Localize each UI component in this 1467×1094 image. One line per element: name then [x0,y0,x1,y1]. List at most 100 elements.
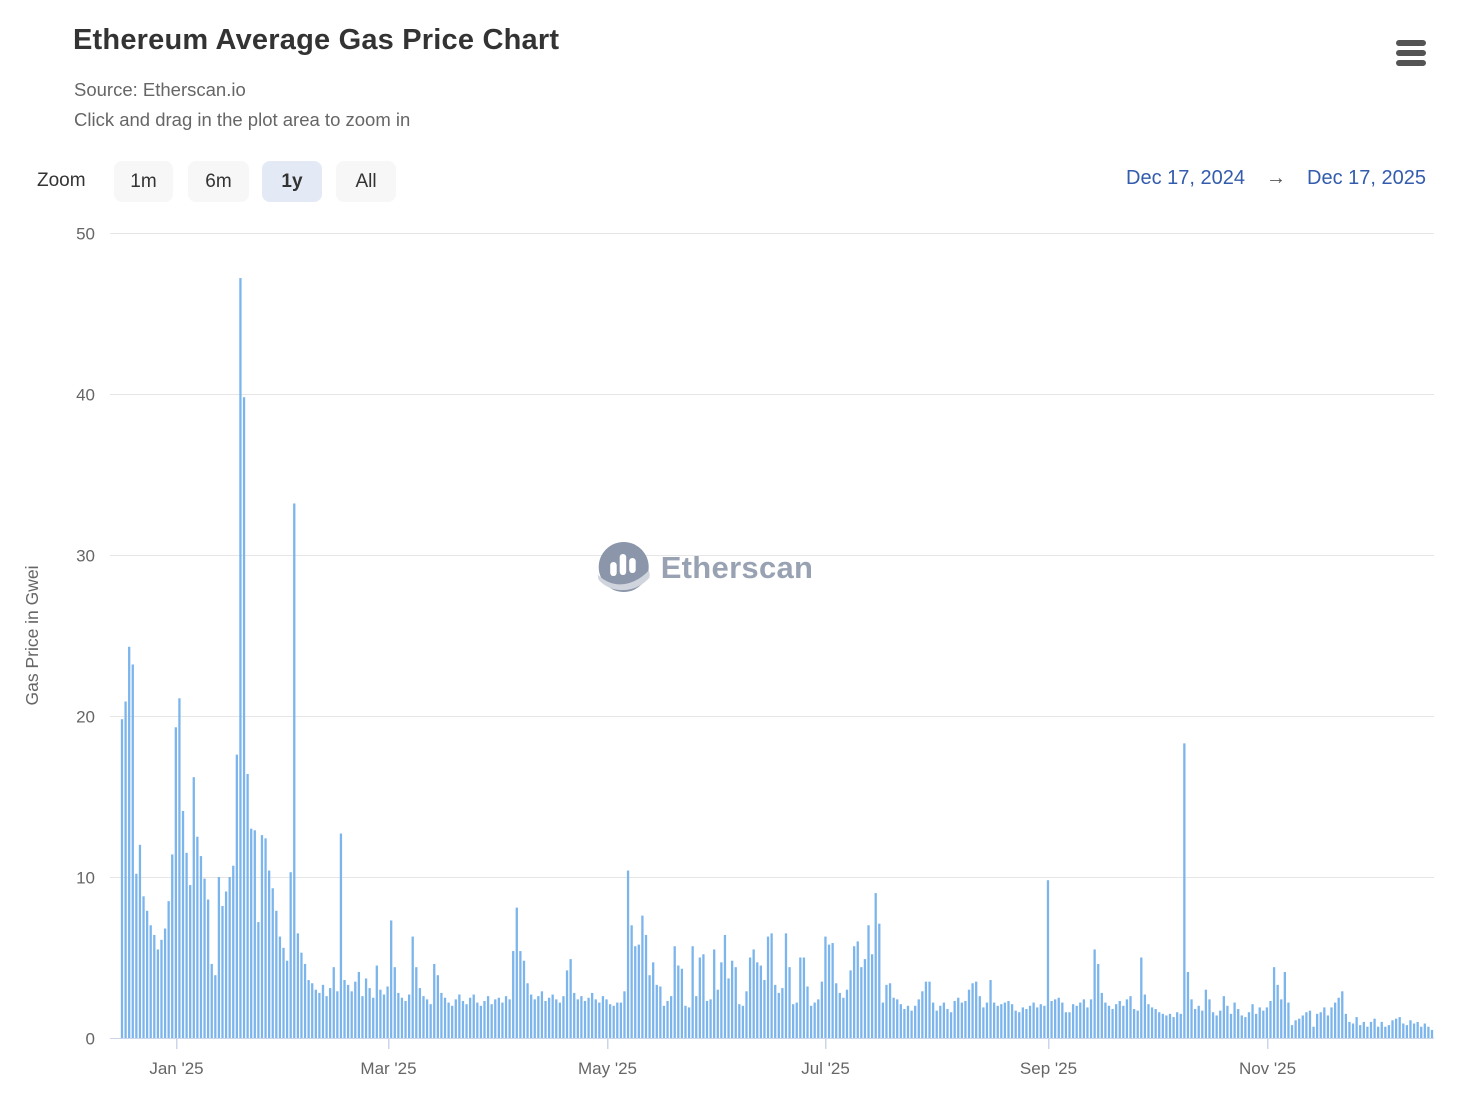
gas-price-bar[interactable] [687,1007,691,1038]
gas-price-bar[interactable] [713,949,716,1038]
gas-price-bar[interactable] [1373,1018,1376,1038]
gas-price-bar[interactable] [461,1000,465,1038]
gas-price-bar[interactable] [142,896,145,1038]
gas-price-bar[interactable] [1333,1002,1337,1038]
gas-price-bar[interactable] [695,996,698,1038]
gas-price-bar[interactable] [1039,1004,1042,1038]
gas-price-bar[interactable] [372,997,375,1038]
gas-price-bar[interactable] [756,962,759,1038]
gas-price-bar[interactable] [1021,1007,1024,1038]
gas-price-bar[interactable] [1064,1012,1068,1038]
gas-price-bar[interactable] [601,996,605,1038]
gas-price-bar[interactable] [906,1005,910,1038]
gas-price-bar[interactable] [504,996,508,1038]
gas-price-bar[interactable] [730,960,734,1038]
gas-price-bar[interactable] [1007,1000,1010,1038]
gas-price-bar[interactable] [996,1005,999,1038]
gas-price-bar[interactable] [1057,997,1060,1038]
gas-price-bar[interactable] [350,991,353,1038]
gas-price-bar[interactable] [253,830,256,1038]
gas-price-bar[interactable] [616,1002,619,1038]
gas-price-bar[interactable] [228,877,231,1038]
gas-price-bar[interactable] [537,996,540,1038]
gas-price-bar[interactable] [1168,1013,1172,1038]
gas-price-bar[interactable] [131,664,134,1038]
gas-price-bar[interactable] [802,957,806,1039]
gas-price-bar[interactable] [669,996,673,1038]
gas-price-bar[interactable] [878,923,881,1038]
gas-price-bar[interactable] [680,968,684,1038]
gas-price-bar[interactable] [368,988,371,1038]
gas-price-bar[interactable] [468,997,472,1038]
gas-price-bar[interactable] [1366,1026,1369,1038]
gas-price-bar[interactable] [709,999,712,1038]
gas-price-bar[interactable] [1100,992,1103,1038]
gas-price-bar[interactable] [1240,1015,1243,1038]
gas-price-bar[interactable] [232,865,235,1038]
gas-price-bar[interactable] [555,999,558,1038]
gas-price-bar[interactable] [1319,1012,1322,1038]
gas-price-bar[interactable] [178,698,181,1038]
gas-price-bar[interactable] [303,963,307,1038]
gas-price-bar[interactable] [745,991,748,1038]
gas-price-bar[interactable] [508,999,511,1038]
gas-price-bar[interactable] [741,1005,745,1038]
gas-price-bar[interactable] [953,1000,956,1038]
gas-price-bar[interactable] [390,920,393,1038]
gas-price-bar[interactable] [784,933,788,1038]
gas-price-bar[interactable] [1111,1009,1114,1038]
gas-price-bar[interactable] [1272,967,1276,1038]
gas-price-bar[interactable] [1115,1004,1118,1038]
gas-price-bar[interactable] [1420,1026,1423,1038]
gas-price-bar[interactable] [1179,1013,1182,1038]
gas-price-bar[interactable] [465,1004,468,1038]
gas-price-bar[interactable] [257,922,260,1038]
gas-price-bar[interactable] [698,957,701,1039]
gas-price-bar[interactable] [634,946,637,1038]
gas-price-bar[interactable] [1000,1004,1003,1038]
gas-price-bar[interactable] [702,954,705,1038]
gas-price-bar[interactable] [275,910,278,1038]
gas-price-bar[interactable] [361,996,364,1038]
gas-price-bar[interactable] [174,727,177,1038]
gas-price-bar[interactable] [903,1009,906,1038]
gas-price-bar[interactable] [311,983,314,1038]
gas-price-bar[interactable] [978,996,981,1038]
gas-price-bar[interactable] [1208,999,1211,1038]
gas-price-bar[interactable] [214,975,217,1038]
gas-price-bar[interactable] [1043,1005,1046,1038]
gas-price-bar[interactable] [1204,989,1208,1038]
date-to-input[interactable]: Dec 17, 2025 [1307,167,1426,189]
gas-price-bar[interactable] [321,984,325,1038]
gas-price-bar[interactable] [759,965,762,1038]
gas-price-bar[interactable] [626,870,630,1038]
gas-price-bar[interactable] [727,978,730,1038]
gas-price-bar[interactable] [598,1002,601,1038]
gas-price-bar[interactable] [792,1004,795,1038]
gas-price-bar[interactable] [1014,1010,1017,1038]
gas-price-bar[interactable] [433,963,436,1038]
gas-price-bar[interactable] [946,1009,949,1038]
gas-price-bar[interactable] [716,989,719,1038]
gas-price-bar[interactable] [1409,1020,1412,1038]
gas-price-bar[interactable] [472,994,475,1038]
gas-price-bar[interactable] [329,988,332,1038]
gas-price-bar[interactable] [964,1000,967,1038]
gas-price-bar[interactable] [1172,1017,1175,1038]
gas-price-bar[interactable] [167,901,170,1038]
gas-price-bar[interactable] [397,992,400,1038]
gas-price-bar[interactable] [1330,1007,1333,1038]
gas-price-bar[interactable] [1071,1004,1075,1038]
gas-price-bar[interactable] [939,1005,942,1038]
gas-price-bar[interactable] [666,1000,669,1038]
gas-price-bar[interactable] [619,1002,623,1038]
gas-price-bar[interactable] [820,981,824,1038]
gas-price-bar[interactable] [720,962,723,1038]
gas-price-bar[interactable] [1351,1023,1355,1038]
gas-price-bar[interactable] [1154,1009,1157,1038]
gas-price-bar[interactable] [318,992,321,1038]
gas-price-bar[interactable] [268,870,271,1038]
gas-price-bar[interactable] [199,856,203,1038]
gas-price-bar[interactable] [1423,1023,1426,1038]
gas-price-bar[interactable] [565,970,569,1038]
